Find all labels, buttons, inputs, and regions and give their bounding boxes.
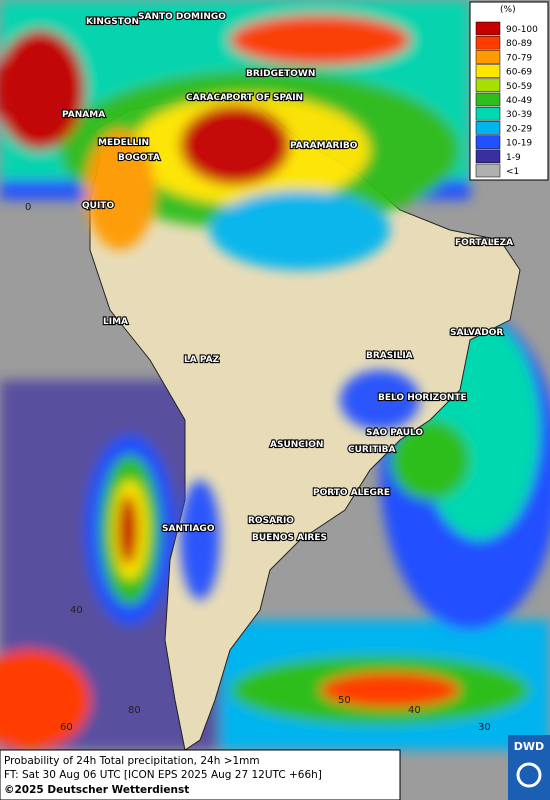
footer-title: Probability of 24h Total precipitation, … <box>4 755 260 767</box>
legend-label: 1-9 <box>506 153 521 163</box>
legend-swatch <box>475 121 501 135</box>
city-label: BELO HORIZONTE <box>378 393 467 403</box>
city-label: LIMA <box>103 317 128 327</box>
grid-label: 40 <box>408 705 421 716</box>
city-label: CURITIBA <box>348 445 396 455</box>
grid-label: 50 <box>338 695 351 706</box>
grid-label: 60 <box>60 722 73 733</box>
grid-label: 30 <box>478 722 491 733</box>
legend-swatch <box>475 21 501 36</box>
legend-swatch <box>475 50 501 64</box>
legend-swatch <box>475 163 501 178</box>
logo-text: DWD <box>514 740 544 753</box>
legend-swatch <box>475 106 501 121</box>
legend-label: 40-49 <box>506 96 532 106</box>
city-label: PORT OF SPAIN <box>226 93 303 103</box>
grid-labels: 0 40 80 60 50 40 30 <box>25 202 491 733</box>
footer-box <box>0 749 401 800</box>
legend-label: 60-69 <box>506 68 532 78</box>
city-label: BUENOS AIRES <box>252 533 327 543</box>
city-label: KINGSTON <box>86 17 139 27</box>
city-label: ASUNCION <box>270 440 323 450</box>
legend: 90-100 80-89 70-79 60-69 50-59 40-49 30-39 20-2… <box>475 21 538 178</box>
city-label: LA PAZ <box>184 355 220 365</box>
legend-swatch <box>475 78 501 93</box>
city-label: CARACAS <box>186 93 234 103</box>
precip-north <box>0 0 470 600</box>
city-label: SANTO DOMINGO <box>138 12 226 22</box>
grid-label: 40 <box>70 605 83 616</box>
logo-icon <box>516 762 542 788</box>
city-label: PORTO ALEGRE <box>313 488 390 498</box>
city-label: BRASILIA <box>366 351 413 361</box>
city-label: MEDELLIN <box>98 138 149 148</box>
legend-swatch <box>475 92 501 107</box>
city-label: ROSARIO <box>248 516 294 526</box>
legend-label: <1 <box>506 167 519 177</box>
legend-label: 80-89 <box>506 39 532 49</box>
legend-label: 90-100 <box>506 25 538 35</box>
legend-title: (%) <box>500 5 516 15</box>
city-label: BOGOTA <box>118 153 160 163</box>
legend-swatch <box>475 35 501 50</box>
legend-label: 20-29 <box>506 124 532 134</box>
city-label: SANTIAGO <box>162 524 215 534</box>
legend-swatch <box>475 64 501 78</box>
legend-label: 70-79 <box>506 53 532 63</box>
city-label: QUITO <box>82 201 114 211</box>
grid-label: 0 <box>25 202 31 213</box>
grid-label: 80 <box>128 705 141 716</box>
footer-copyright: ©2025 Deutscher Wetterdienst <box>4 784 189 796</box>
city-label: BRIDGETOWN <box>246 69 315 79</box>
city-label: PARAMARIBO <box>290 141 358 151</box>
legend-label: 30-39 <box>506 110 532 120</box>
city-label: FORTALEZA <box>455 238 513 248</box>
legend-label: 50-59 <box>506 82 532 92</box>
city-label: SAO PAULO <box>366 428 423 438</box>
footer-forecast: FT: Sat 30 Aug 06 UTC [ICON EPS 2025 Aug… <box>4 769 322 781</box>
legend-swatch <box>475 135 501 149</box>
logo <box>508 735 550 800</box>
legend-label: 10-19 <box>506 139 532 149</box>
legend-swatch <box>475 149 501 164</box>
city-label: SALVADOR <box>450 328 503 338</box>
city-label: PANAMA <box>62 110 105 120</box>
